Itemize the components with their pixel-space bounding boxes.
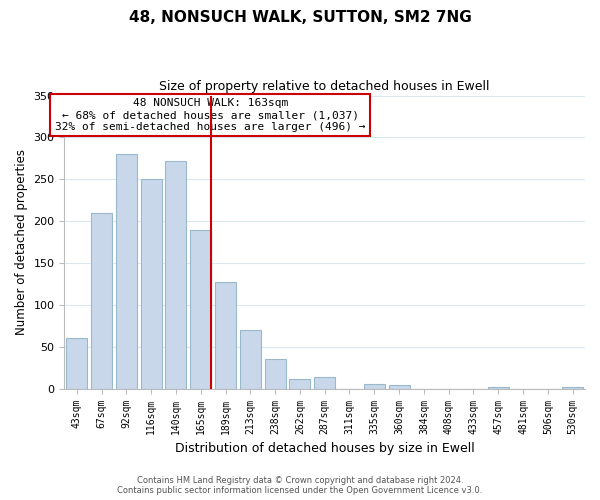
Bar [240, 330, 261, 388]
Bar [488, 387, 509, 388]
Bar [215, 282, 236, 389]
Bar [314, 377, 335, 388]
Bar [265, 360, 286, 388]
Y-axis label: Number of detached properties: Number of detached properties [15, 149, 28, 335]
Title: Size of property relative to detached houses in Ewell: Size of property relative to detached ho… [160, 80, 490, 93]
Bar [166, 161, 187, 388]
Text: Contains HM Land Registry data © Crown copyright and database right 2024.
Contai: Contains HM Land Registry data © Crown c… [118, 476, 482, 495]
Text: 48, NONSUCH WALK, SUTTON, SM2 7NG: 48, NONSUCH WALK, SUTTON, SM2 7NG [128, 10, 472, 25]
Bar [140, 180, 162, 388]
Bar [66, 338, 88, 388]
Bar [190, 230, 211, 388]
Text: 48 NONSUCH WALK: 163sqm
← 68% of detached houses are smaller (1,037)
32% of semi: 48 NONSUCH WALK: 163sqm ← 68% of detache… [55, 98, 365, 132]
Bar [289, 380, 310, 388]
X-axis label: Distribution of detached houses by size in Ewell: Distribution of detached houses by size … [175, 442, 475, 455]
Bar [91, 213, 112, 388]
Bar [562, 387, 583, 388]
Bar [116, 154, 137, 388]
Bar [364, 384, 385, 388]
Bar [389, 384, 410, 388]
